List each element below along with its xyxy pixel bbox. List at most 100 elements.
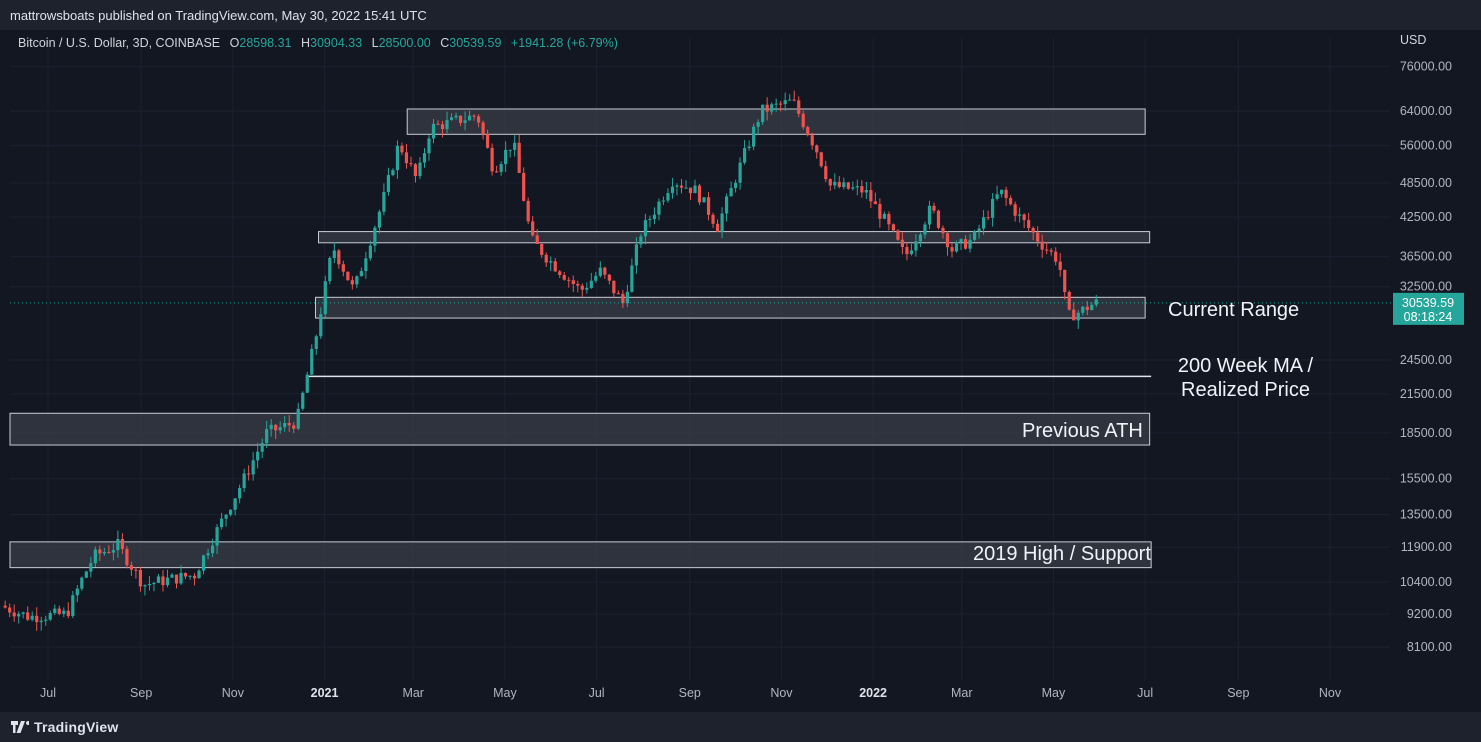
- candle-body: [837, 181, 841, 188]
- candle-body: [319, 314, 323, 337]
- candle-body: [860, 186, 864, 193]
- candle-body: [301, 392, 305, 409]
- candle-body: [833, 181, 837, 186]
- symbol-legend: Bitcoin / U.S. Dollar, 3D, COINBASE O285…: [18, 36, 618, 50]
- candle-body: [873, 201, 877, 205]
- candle-body: [661, 200, 666, 202]
- candle-body: [152, 582, 156, 585]
- candle-body: [75, 588, 79, 596]
- candle-body: [571, 280, 575, 284]
- candle-body: [341, 264, 345, 272]
- candle-body: [752, 126, 756, 147]
- candle-body: [35, 615, 39, 623]
- candle-body: [846, 182, 850, 189]
- open-value: 28598.31: [239, 36, 292, 50]
- candle-body: [603, 267, 607, 275]
- y-tick-label: 11900.00: [1401, 540, 1452, 554]
- zone-mid: [318, 231, 1151, 244]
- candle-body: [359, 271, 363, 277]
- candle-body: [553, 261, 557, 272]
- candle-body: [427, 138, 431, 154]
- candle-body: [706, 197, 711, 215]
- candle-body: [368, 245, 372, 259]
- current-price-label: 30539.59: [1402, 296, 1454, 310]
- candle-body: [192, 575, 197, 579]
- chart-frame[interactable]: [0, 30, 1481, 712]
- candle-body: [562, 274, 566, 280]
- candle-body: [851, 187, 855, 189]
- candle-body: [923, 224, 927, 235]
- candle-body: [828, 179, 832, 186]
- candle-body: [1054, 251, 1058, 262]
- candle-body: [670, 186, 675, 194]
- x-tick-label: Nov: [770, 686, 793, 700]
- candle-body: [1000, 189, 1004, 195]
- y-tick-label: 76000.00: [1400, 59, 1452, 73]
- candle-body: [607, 274, 611, 281]
- candle-body: [445, 119, 449, 130]
- candle-body: [274, 424, 278, 431]
- candle-body: [373, 227, 377, 246]
- candle-body: [332, 250, 336, 259]
- candle-body: [544, 254, 548, 263]
- candle-body: [585, 287, 589, 290]
- candle-body: [1049, 250, 1053, 252]
- candle-body: [143, 585, 147, 587]
- candle-body: [210, 545, 215, 554]
- candle-body: [206, 553, 210, 556]
- candle-body: [179, 572, 183, 584]
- candle-body: [147, 584, 152, 586]
- x-tick-label: 2022: [859, 686, 887, 700]
- high-label: H: [301, 36, 311, 50]
- candle-body: [1009, 198, 1013, 205]
- candle-body: [472, 115, 476, 117]
- candle-body: [891, 224, 895, 231]
- candle-body: [296, 408, 300, 429]
- candle-body: [513, 142, 517, 150]
- candle-body: [594, 275, 598, 281]
- candle-body: [711, 214, 715, 224]
- candle-body: [788, 99, 792, 101]
- candle-body: [30, 615, 34, 620]
- candle-body: [526, 200, 530, 222]
- candle-body: [449, 117, 454, 120]
- candle-body: [648, 218, 652, 221]
- candle-body: [914, 241, 918, 251]
- candle-body: [801, 113, 805, 128]
- candle-body: [3, 605, 7, 608]
- close-value: 30539.59: [449, 36, 502, 50]
- candle-body: [968, 239, 972, 249]
- candle-body: [963, 239, 968, 249]
- candle-body: [621, 293, 625, 304]
- candle-body: [1085, 306, 1089, 311]
- candle-body: [666, 193, 670, 201]
- y-tick-label: 21500.00: [1400, 387, 1452, 401]
- candle-body: [1081, 306, 1085, 313]
- candle-body: [463, 120, 467, 123]
- candle-body: [693, 185, 697, 194]
- candle-body: [499, 164, 503, 172]
- candle-body: [183, 572, 188, 577]
- candle-body: [522, 172, 526, 201]
- x-tick-label: Jul: [40, 686, 56, 700]
- candle-body: [391, 170, 395, 176]
- y-tick-label: 64000.00: [1400, 104, 1452, 118]
- y-tick-label: 56000.00: [1400, 139, 1452, 153]
- x-tick-label: Jul: [1137, 686, 1153, 700]
- candle-body: [549, 261, 553, 263]
- candle-body: [486, 134, 490, 148]
- candle-body: [810, 135, 814, 146]
- x-tick-label: Nov: [222, 686, 245, 700]
- candle-body: [724, 196, 729, 214]
- candle-body: [797, 100, 801, 114]
- y-tick-label: 8100.00: [1407, 640, 1452, 654]
- candle-body: [102, 551, 106, 554]
- candle-body: [66, 610, 70, 617]
- candle-body: [495, 171, 499, 173]
- candle-body: [377, 211, 381, 228]
- candle-body: [824, 166, 828, 180]
- candle-body: [639, 236, 643, 245]
- candle-body: [188, 575, 192, 577]
- y-tick-label: 36500.00: [1400, 250, 1452, 264]
